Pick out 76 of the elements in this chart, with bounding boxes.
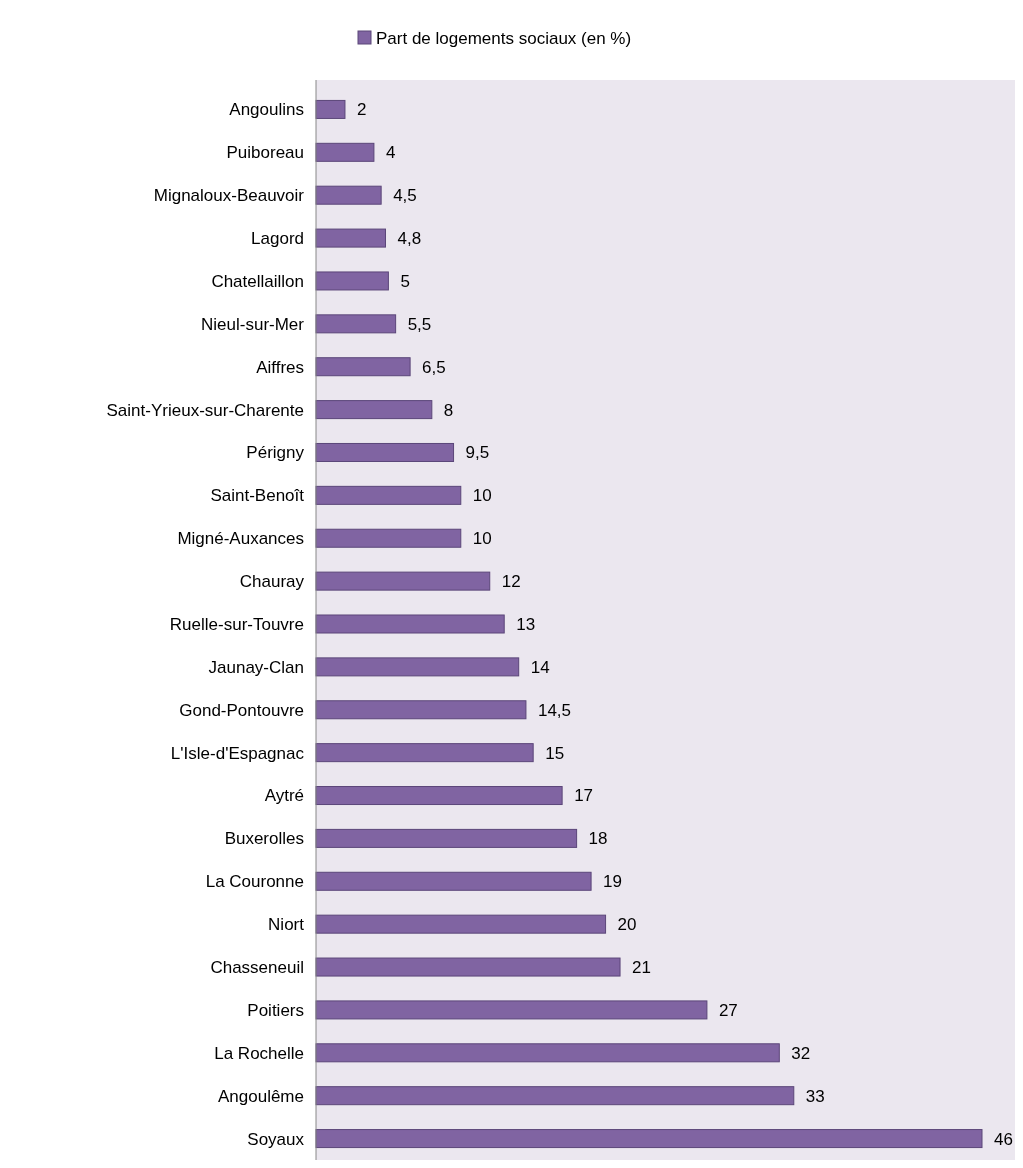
data-label: 2	[356, 100, 367, 120]
bar	[315, 743, 534, 763]
bar	[315, 614, 505, 634]
bar	[315, 400, 433, 420]
data-label: 18	[588, 829, 608, 849]
bar	[315, 786, 563, 806]
y-tick-label: Aiffres	[256, 357, 304, 377]
bar	[315, 1043, 780, 1063]
data-label: 9,5	[465, 443, 490, 463]
y-tick-label: Aytré	[264, 786, 304, 806]
y-tick-label: Puiboreau	[226, 143, 304, 163]
y-tick-label: Jaunay-Clan	[208, 657, 304, 677]
y-tick-label: Saint-Yrieux-sur-Charente	[106, 400, 304, 420]
y-tick-label: Niort	[268, 915, 305, 935]
y-tick-label: Angoulins	[229, 100, 304, 120]
y-tick-label: Angoulême	[217, 1086, 304, 1106]
y-tick-label: Chatellaillon	[211, 271, 304, 291]
bar	[315, 914, 607, 934]
y-tick-label: Ruelle-sur-Touvre	[169, 614, 304, 634]
bar	[315, 571, 491, 591]
y-tick-label: La Couronne	[205, 872, 304, 892]
data-label: 12	[501, 572, 521, 592]
data-label: 21	[632, 957, 651, 977]
y-tick-label: Buxerolles	[224, 829, 304, 849]
bar	[315, 442, 455, 462]
data-label: 10	[472, 529, 492, 549]
data-label: 17	[574, 786, 594, 806]
bar	[315, 485, 462, 505]
y-tick-label: Soyaux	[247, 1129, 305, 1149]
y-tick-label: Chauray	[239, 572, 305, 592]
data-label: 13	[516, 614, 536, 634]
bar	[315, 142, 375, 162]
bar	[315, 357, 411, 377]
legend-label: Part de logements sociaux (en %)	[376, 28, 632, 48]
data-label: 4,8	[397, 229, 422, 249]
data-label: 4,5	[393, 186, 417, 206]
bar	[315, 1129, 983, 1149]
bar	[315, 1000, 708, 1020]
data-label: 5	[400, 271, 410, 291]
data-label: 5,5	[407, 314, 432, 334]
bar	[315, 528, 462, 548]
y-tick-label: Périgny	[246, 443, 305, 463]
data-label: 6,5	[422, 357, 446, 377]
data-label: 10	[472, 486, 492, 506]
bar	[315, 828, 578, 848]
data-label: 19	[603, 872, 623, 892]
bar	[315, 228, 386, 248]
y-tick-label: Chasseneuil	[210, 957, 304, 977]
y-tick-label: Nieul-sur-Mer	[201, 314, 305, 334]
data-label: 27	[718, 1000, 738, 1020]
y-tick-label: L'Isle-d'Espagnac	[170, 743, 305, 763]
data-label: 46	[994, 1129, 1013, 1149]
data-label: 14	[530, 657, 550, 677]
y-tick-label: Migné-Auxances	[177, 529, 304, 549]
bar	[315, 1086, 795, 1106]
y-tick-label: Saint-Benoît	[210, 486, 305, 506]
data-label: 14,5	[537, 700, 572, 720]
data-label: 15	[545, 743, 565, 763]
bar	[315, 185, 382, 205]
data-label: 33	[805, 1086, 825, 1106]
data-label: 8	[443, 400, 454, 420]
y-tick-label: Mignaloux-Beauvoir	[153, 186, 305, 206]
bar	[315, 957, 621, 977]
data-label: 20	[617, 915, 637, 935]
data-label: 4	[385, 143, 396, 163]
bar	[315, 99, 346, 119]
bar	[315, 700, 527, 720]
bar	[315, 271, 389, 291]
y-tick-label: Poitiers	[247, 1000, 304, 1020]
y-tick-label: Gond-Pontouvre	[179, 700, 304, 720]
data-label: 32	[791, 1043, 811, 1063]
bar	[315, 314, 397, 334]
bar	[315, 871, 592, 891]
y-tick-label: La Rochelle	[214, 1043, 304, 1063]
bar	[315, 657, 520, 677]
y-tick-label: Lagord	[251, 229, 304, 249]
